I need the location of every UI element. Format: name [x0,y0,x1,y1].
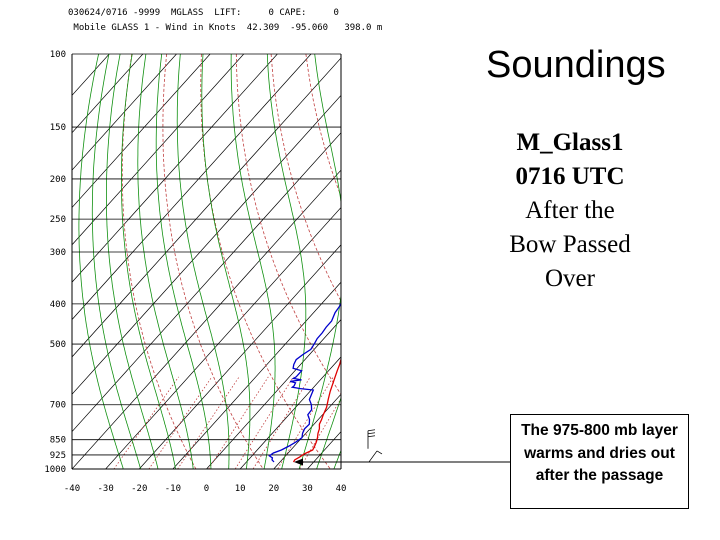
moist-adiabat-line [176,54,230,469]
pressure-tick-label: 700 [50,401,66,411]
isotherm-line [72,54,312,321]
dewpoint-profile-line [268,302,341,463]
moist-adiabat-line [201,54,251,469]
sounding-header: 030624/0716 -9999 MGLASS LIFT: 0 CAPE: 0… [68,6,382,36]
header-line-1: 030624/0716 -9999 MGLASS LIFT: 0 CAPE: 0 [68,8,339,18]
dry-adiabat-lines [121,54,341,469]
temperature-tick-label: -20 [131,484,147,494]
wind-barb-850-feather [367,435,376,438]
pressure-tick-label: 1000 [44,465,66,475]
pressure-tick-label: 925 [50,451,66,461]
slide-subtitle: M_Glass1 0716 UTC After the Bow Passed O… [470,126,670,296]
wind-barb-850-feather [367,429,376,432]
wind-barbs [367,429,383,463]
moist-adiabat-line [333,449,341,469]
temperature-tick-label: 40 [336,484,347,494]
temperature-tick-label: -10 [165,484,181,494]
isotherm-line [138,244,341,469]
temperature-tick-label: 0 [204,484,209,494]
dry-adiabat-line [200,54,331,469]
pressure-tick-label: 150 [50,123,66,133]
moist-adiabat-line [137,54,194,469]
isotherm-line [72,54,245,246]
mixing-ratio-line [234,376,294,469]
wind-barb-925-feather [376,450,383,455]
isotherm-line [239,356,341,469]
sounding-profiles [268,302,341,463]
subtitle-time: 0716 UTC [515,163,625,190]
plot-frame [71,54,342,470]
wind-barb-850-feather [367,432,376,435]
moist-adiabat-line [316,396,341,469]
header-line-2: Mobile GLASS 1 - Wind in Knots 42.309 -9… [68,23,383,33]
isotherm-line [172,281,341,469]
moist-adiabat-lines [78,54,341,469]
mixing-ratio-line [148,376,213,469]
pressure-tick-labels: 100 150 200 250 300 400 500 700 850 925 1000 [44,50,66,475]
subtitle-line-3: After the [525,197,615,224]
pressure-tick-label: 300 [50,248,66,258]
mixing-ratio-line [208,376,269,469]
temperature-tick-label: -30 [97,484,113,494]
dry-adiabat-line [121,54,197,469]
isotherm-line [273,393,341,469]
isotherm-line [72,54,144,134]
callout-arrow-head [294,458,303,466]
moist-adiabat-line [121,54,177,469]
isotherm-line [72,54,211,208]
callout-arrow [294,458,510,466]
moist-adiabat-line [155,54,212,469]
callout-text: The 975-800 mb layer warms and dries out… [521,422,678,484]
slide-title: Soundings [486,44,666,86]
isotherm-line [72,54,177,171]
temperature-tick-label: 20 [268,484,279,494]
temperature-tick-labels: -40 -30 -20 -10 0 10 20 30 40 [64,484,347,494]
isotherm-line [72,54,278,283]
wind-barb-925-staff [368,450,378,463]
temperature-tick-label: 30 [302,484,313,494]
mixing-ratio-line [113,376,179,469]
temperature-tick-label: 10 [235,484,246,494]
isotherm-line [72,132,341,433]
moist-adiabat-line [106,54,159,469]
pressure-tick-label: 100 [50,50,66,60]
dry-adiabat-line [162,54,264,469]
subtitle-line-4: Bow Passed [509,231,631,258]
temperature-profile-line [292,357,341,463]
moist-adiabat-line [78,54,124,469]
dry-adiabat-line [235,54,341,395]
subtitle-station: M_Glass1 [516,129,624,156]
moist-adiabat-line [298,54,341,469]
temperature-tick-label: -40 [64,484,80,494]
pressure-tick-label: 250 [50,215,66,225]
isobar-lines [72,53,341,470]
dry-adiabat-line [270,54,341,302]
isotherm-line [72,57,341,358]
moist-adiabat-line [91,54,142,469]
isotherm-line [72,94,341,395]
isotherm-line [72,169,341,469]
mixing-ratio-line [299,397,341,469]
pressure-tick-label: 850 [50,436,66,446]
moist-adiabat-line [230,54,276,469]
pressure-tick-label: 500 [50,340,66,350]
subtitle-line-5: Over [545,265,595,292]
pressure-tick-label: 400 [50,300,66,310]
isotherm-line [105,206,341,469]
moist-adiabat-line [266,54,307,469]
callout-box: The 975-800 mb layer warms and dries out… [510,414,689,509]
isotherm-line [206,319,341,469]
pressure-tick-label: 200 [50,175,66,185]
